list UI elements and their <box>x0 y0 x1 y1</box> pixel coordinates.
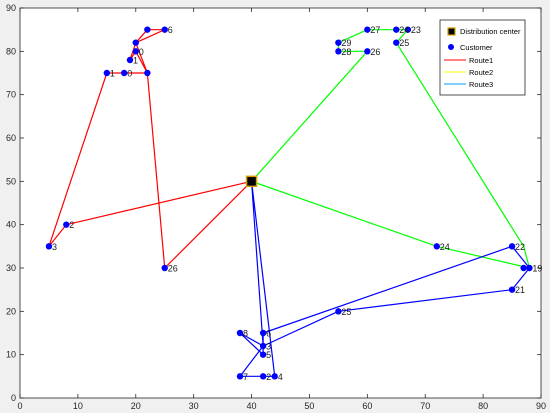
customer-label: 26 <box>370 47 380 57</box>
customer-label: 0 <box>139 47 144 57</box>
customer-label: 5 <box>266 350 271 360</box>
x-tick-label: 60 <box>362 401 372 411</box>
customer-point <box>526 264 533 272</box>
legend-route2-label: Route2 <box>469 68 493 77</box>
legend-depot-marker <box>447 27 456 36</box>
customer-point <box>520 264 527 272</box>
x-tick-label: 50 <box>304 401 314 411</box>
customer-label: 22 <box>515 242 525 252</box>
customer-label: 23 <box>411 25 421 35</box>
customer-point <box>63 221 70 228</box>
customer-point <box>259 373 267 380</box>
y-tick-label: 40 <box>6 220 16 230</box>
legend-depot-label: Distribution center <box>460 27 521 36</box>
customer-point <box>259 342 267 350</box>
customer-point <box>393 39 400 46</box>
customer-label: 8 <box>243 329 248 339</box>
customer-point <box>508 286 516 293</box>
customer-point <box>433 243 440 250</box>
y-tick-label: 30 <box>6 263 16 273</box>
customer-label: 3 <box>266 342 271 352</box>
customer-point <box>236 373 244 380</box>
customer-point <box>144 69 151 77</box>
y-tick-label: 20 <box>6 306 16 316</box>
customer-point <box>335 308 342 315</box>
customer-label: 2 <box>69 220 74 230</box>
customer-point <box>132 48 139 55</box>
customer-point <box>103 69 111 77</box>
x-tick-label: 90 <box>536 401 546 411</box>
y-tick-label: 80 <box>6 46 16 56</box>
y-tick-label: 50 <box>6 176 16 186</box>
customer-point <box>161 26 168 33</box>
customer-label: 21 <box>515 285 525 295</box>
customer-label: 24 <box>399 25 409 35</box>
customer-label: 3 <box>52 242 57 252</box>
customer-label: 25 <box>341 307 351 317</box>
legend-customer-marker <box>448 44 454 50</box>
y-tick-label: 70 <box>6 90 16 100</box>
customer-label: 25 <box>399 38 409 48</box>
customer-point <box>45 243 53 250</box>
customer-label: 6 <box>266 329 271 339</box>
customer-point <box>132 39 139 46</box>
customer-point <box>259 351 267 358</box>
x-tick-label: 40 <box>247 401 257 411</box>
customer-point <box>508 243 516 250</box>
customer-label: 2 <box>266 372 271 382</box>
customer-point <box>236 329 244 337</box>
customer-point <box>126 56 134 64</box>
legend-route3-label: Route3 <box>469 80 493 89</box>
customer-point <box>364 48 371 55</box>
legend-customer-label: Customer <box>460 43 493 52</box>
x-tick-label: 80 <box>478 401 488 411</box>
route-3-line <box>239 181 531 377</box>
customer-point <box>144 26 151 33</box>
customer-point <box>364 26 371 33</box>
customer-point <box>335 39 342 46</box>
customer-label: 27 <box>370 25 380 35</box>
customer-point <box>259 329 267 337</box>
y-tick-label: 10 <box>6 350 16 360</box>
customer-label: 6 <box>168 25 173 35</box>
customer-point <box>393 26 400 33</box>
customer-label: 19 <box>532 264 542 274</box>
x-tick-label: 30 <box>189 401 199 411</box>
route-2-line <box>251 29 531 269</box>
depot-marker <box>245 175 258 188</box>
customer-label: 28 <box>341 47 351 57</box>
customer-label: 26 <box>168 264 178 274</box>
customer-label: 4 <box>278 372 283 382</box>
customer-point <box>161 264 168 272</box>
y-tick-label: 90 <box>6 3 16 13</box>
customer-label: 7 <box>243 372 248 382</box>
y-tick-label: 60 <box>6 133 16 143</box>
customer-label: 24 <box>440 242 450 252</box>
y-tick-label: 0 <box>11 393 16 403</box>
customer-label: 1 <box>110 69 115 79</box>
customer-point <box>271 373 278 380</box>
legend: Distribution center Customer Route1 Rout… <box>439 19 526 96</box>
distribution-center <box>245 175 258 188</box>
x-tick-label: 20 <box>131 401 141 411</box>
customer-label: 0 <box>127 69 132 79</box>
legend-route1-label: Route1 <box>469 56 493 65</box>
customer-points <box>45 26 533 380</box>
customer-point <box>404 26 412 33</box>
x-tick-label: 10 <box>73 401 83 411</box>
x-tick-label: 0 <box>17 401 22 411</box>
customer-point <box>335 48 342 55</box>
x-tick-label: 70 <box>420 401 430 411</box>
customer-point <box>121 69 128 77</box>
customer-label: 29 <box>341 38 351 48</box>
customer-label: 1 <box>133 56 138 66</box>
